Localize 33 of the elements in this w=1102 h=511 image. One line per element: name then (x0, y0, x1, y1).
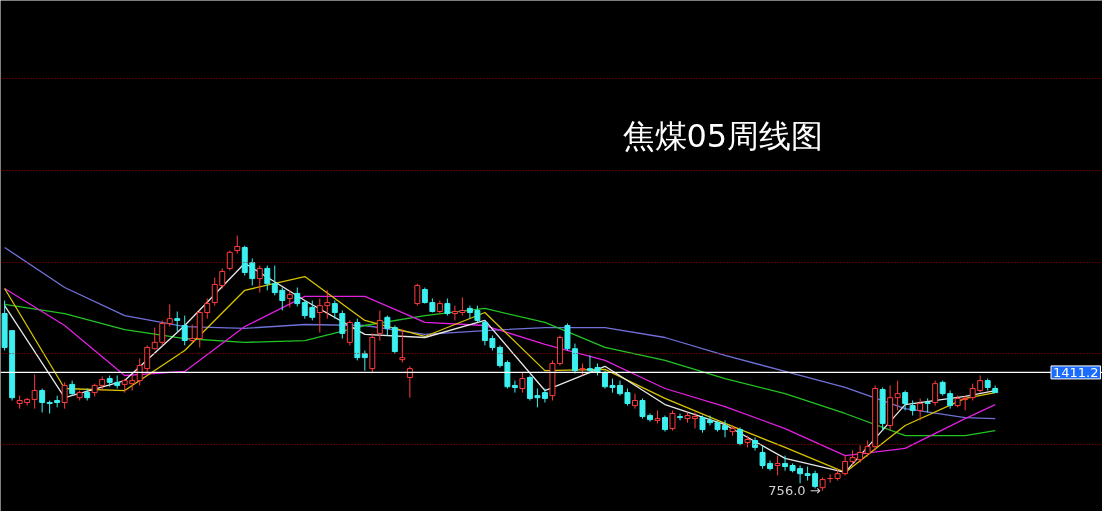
candlestick (339, 309, 346, 340)
candlestick (31, 373, 38, 410)
annotation: 756.0 → (768, 483, 821, 498)
candlestick (774, 455, 781, 476)
candlestick (346, 319, 353, 346)
candlestick (226, 250, 233, 271)
candlestick (384, 315, 391, 336)
candlestick (256, 265, 263, 294)
candlestick (902, 390, 909, 411)
chart-title: 焦煤05周线图 (622, 116, 824, 155)
candlestick (174, 310, 181, 332)
candlestick (519, 371, 526, 394)
candlestick (376, 309, 383, 342)
annotation: 1411.2 (1053, 364, 1099, 380)
candlestick (181, 315, 188, 346)
candlestick (932, 380, 939, 407)
candlestick (917, 397, 924, 421)
candlestick (361, 350, 368, 372)
candlestick (294, 287, 301, 307)
candlestick (391, 325, 398, 355)
candlestick (39, 388, 46, 413)
candlestick (399, 329, 406, 363)
candlestick (61, 381, 68, 410)
candlestick (264, 265, 271, 291)
candlestick (166, 303, 173, 328)
candlestick (894, 380, 901, 411)
candlestick (632, 393, 638, 410)
candlestick (234, 235, 241, 255)
candlestick (669, 409, 676, 432)
candlestick (414, 283, 421, 307)
candlestick (677, 412, 683, 421)
candlestick (406, 365, 413, 399)
candlestick (331, 300, 338, 320)
